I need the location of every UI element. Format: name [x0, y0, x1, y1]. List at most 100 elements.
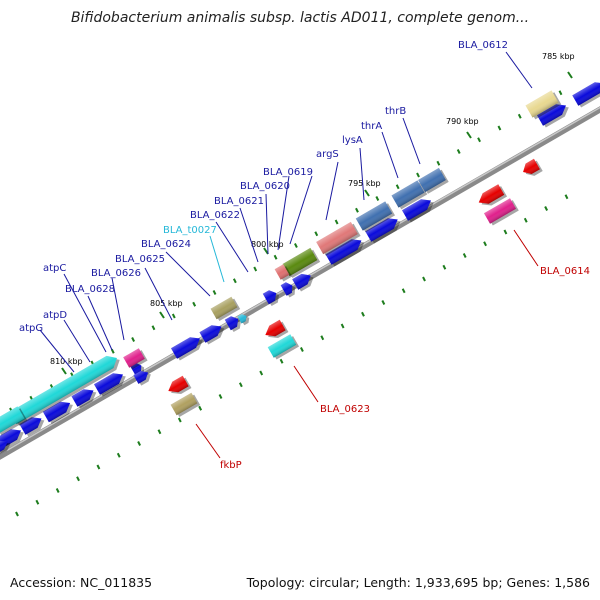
glyph-shade	[133, 370, 149, 384]
track-tick	[131, 337, 136, 342]
cds-5[interactable]	[94, 369, 129, 398]
gene-label-BLA_t0027[interactable]: BLA_t0027	[163, 225, 217, 236]
scale-mark-805: 805 kbp	[150, 299, 183, 308]
gene-label-BLA_0620[interactable]: BLA_0620	[240, 181, 290, 192]
green-feature[interactable]	[282, 247, 321, 278]
track-tick	[157, 429, 162, 435]
track-tick	[151, 325, 156, 331]
cds-8[interactable]	[199, 321, 227, 346]
glyph-shade	[418, 167, 446, 193]
cds-19[interactable]	[0, 436, 13, 457]
gene-label-thrA[interactable]: thrA	[361, 121, 382, 132]
gene-label-atpC[interactable]: atpC	[43, 263, 66, 274]
gene-label-argS[interactable]: argS	[316, 149, 339, 160]
genome-title: Bifidobacterium animalis subsp. lactis A…	[70, 10, 530, 26]
track-tick	[334, 219, 339, 225]
glyph-shade	[355, 201, 393, 231]
gene-label-BLA_0625[interactable]: BLA_0625	[115, 254, 165, 265]
cds-9[interactable]	[224, 313, 244, 333]
glyph-shade	[478, 184, 505, 204]
track-tick	[456, 149, 461, 154]
glyph-shade	[572, 82, 600, 106]
cds-18[interactable]	[133, 367, 153, 386]
track-tick	[55, 488, 60, 493]
salmon-small[interactable]	[274, 264, 293, 283]
rev-cds-4[interactable]	[520, 158, 543, 180]
gene-label-BLA_0619[interactable]: BLA_0619	[263, 167, 313, 178]
glyph-shade	[267, 334, 297, 358]
BLA_0614-feature[interactable]	[484, 198, 519, 227]
track-tick	[259, 370, 264, 376]
track-tick	[477, 137, 481, 143]
track-tick	[503, 229, 508, 235]
glyph-shade	[537, 104, 566, 126]
gene-label-BLA_0623[interactable]: BLA_0623	[320, 404, 370, 415]
rev-cds-1[interactable]	[165, 375, 192, 399]
thrA-feature[interactable]	[391, 180, 428, 210]
track-tick	[395, 184, 400, 190]
track-tick	[76, 476, 80, 482]
gene-label-BLA_0628[interactable]: BLA_0628	[65, 284, 115, 295]
cds-2[interactable]	[19, 413, 47, 438]
gene-label-atpD[interactable]: atpD	[43, 310, 67, 321]
glyph-shade	[170, 392, 198, 416]
thrB-feature[interactable]	[418, 167, 449, 194]
glyph-shade	[94, 373, 123, 395]
gene-label-fkbP[interactable]: fkbP	[220, 460, 242, 471]
rev-cds-2[interactable]	[262, 319, 289, 343]
track-tick	[361, 311, 365, 317]
cds-4[interactable]	[71, 385, 99, 410]
glyph-shade	[274, 264, 290, 280]
cds-16[interactable]	[537, 100, 572, 129]
gene-label-BLA_0614[interactable]: BLA_0614	[540, 266, 590, 277]
cds-3[interactable]	[42, 397, 76, 425]
cds-15[interactable]	[402, 195, 437, 224]
glyph-shade	[282, 247, 318, 277]
lysA-feature[interactable]	[355, 201, 396, 233]
BLA_0612-feature[interactable]	[525, 90, 562, 120]
track-tick	[212, 290, 217, 295]
track-tick	[300, 347, 304, 352]
cds-11[interactable]	[280, 280, 298, 299]
scale-mark-785: 785 kbp	[542, 52, 575, 61]
gene-label-BLA_0622[interactable]: BLA_0622	[190, 210, 240, 221]
cds-13[interactable]	[325, 235, 368, 268]
gene-label-thrB[interactable]: thrB	[385, 106, 406, 117]
cds-12[interactable]	[292, 270, 316, 293]
glyph-shade	[391, 180, 425, 208]
trna-arrow[interactable]	[237, 312, 252, 326]
gene-label-atpG[interactable]: atpG	[19, 323, 43, 334]
cds-7[interactable]	[171, 333, 206, 362]
atp-operon-1[interactable]	[9, 351, 124, 427]
magenta-feature[interactable]	[123, 348, 148, 371]
gene-label-BLA_0621[interactable]: BLA_0621	[214, 196, 264, 207]
gene-label-BLA_0612[interactable]: BLA_0612	[458, 40, 508, 51]
cds-17[interactable]	[572, 78, 600, 109]
gene-label-BLA_0626[interactable]: BLA_0626	[91, 268, 141, 279]
cds-10[interactable]	[262, 287, 282, 307]
track-tick	[232, 278, 237, 284]
rev-cds-3[interactable]	[476, 184, 508, 211]
track-tick	[375, 196, 380, 201]
scale-mark-810: 810 kbp	[50, 357, 83, 366]
glyph-shade	[265, 319, 286, 337]
track-tick	[381, 300, 386, 305]
glyph-shade	[210, 296, 238, 320]
atp-operon-2[interactable]	[0, 406, 28, 436]
track-tick	[544, 206, 549, 211]
BLA_0623-feature[interactable]	[267, 334, 300, 361]
olive-feature[interactable]	[210, 296, 241, 322]
track-tick	[436, 160, 441, 166]
genome-summary-text: Topology: circular; Length: 1,933,695 bp…	[246, 575, 590, 590]
argS-feature[interactable]	[316, 221, 361, 256]
gene-label-lysA[interactable]: lysA	[342, 135, 363, 146]
track-tick	[314, 231, 319, 237]
fkbP-feature[interactable]	[170, 392, 201, 418]
cds-14[interactable]	[365, 214, 403, 245]
gene-label-BLA_0624[interactable]: BLA_0624	[141, 239, 191, 250]
track-tick	[116, 452, 121, 458]
track-tick	[96, 464, 101, 470]
track-tick	[558, 90, 563, 96]
track-tick	[523, 217, 528, 223]
